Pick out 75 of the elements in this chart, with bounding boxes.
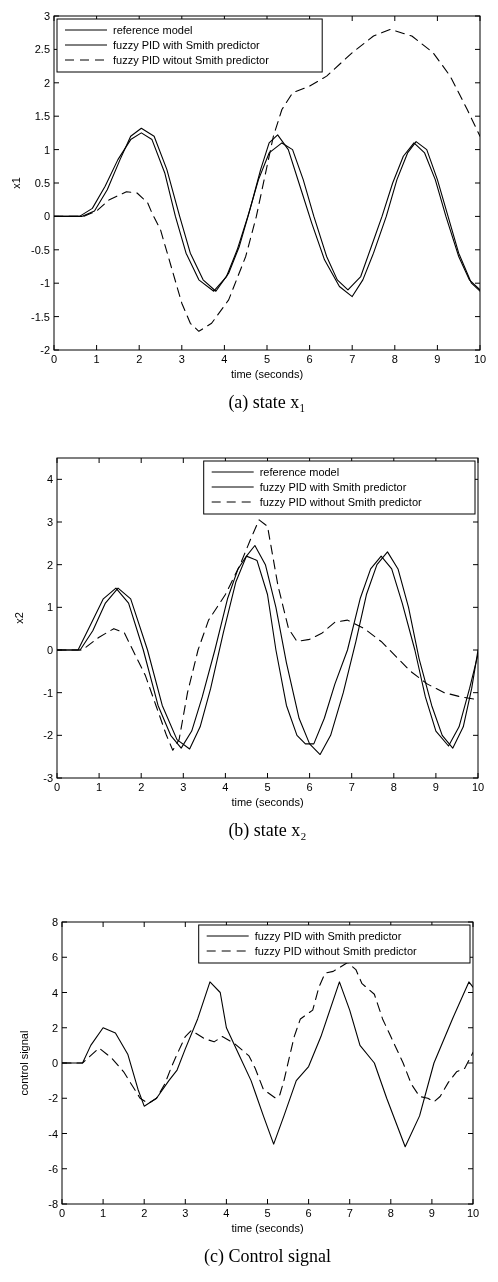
- x-tick-label: 4: [221, 353, 228, 365]
- x-tick-label: 3: [180, 781, 187, 793]
- y-tick-label: 0: [46, 644, 53, 656]
- x-tick-label: 5: [263, 353, 271, 365]
- y-tick-label: 4: [51, 986, 58, 999]
- legend-label: fuzzy PID without Smith predictor: [259, 496, 423, 508]
- x-tick-label: 6: [306, 781, 313, 793]
- x-tick-label: 1: [93, 353, 100, 365]
- x-tick-label: 9: [428, 1207, 435, 1219]
- y-tick-label: 3: [43, 10, 50, 22]
- x-tick-label: 10: [473, 353, 487, 365]
- y-tick-label: 0.5: [34, 177, 50, 189]
- legend-label: fuzzy PID with Smith predictor: [113, 39, 261, 51]
- x-tick-label: 9: [432, 781, 439, 793]
- y-tick-label: -2: [48, 1092, 58, 1105]
- y-tick-label: -1: [43, 686, 53, 699]
- x-tick-label: 1: [100, 1207, 107, 1219]
- y-tick-label: 4: [46, 473, 53, 486]
- x-tick-label: 8: [387, 1207, 394, 1219]
- y-tick-label: 2: [43, 76, 50, 89]
- x-tick-label: 5: [264, 1207, 271, 1219]
- x-tick-label: 1: [96, 781, 103, 793]
- x-axis-title: time (seconds): [231, 796, 304, 808]
- y-tick-label: -2: [43, 729, 53, 742]
- y-tick-label: -1: [40, 277, 50, 290]
- legend-label: reference model: [259, 466, 340, 478]
- x-tick-label: 7: [349, 353, 356, 365]
- y-tick-label: 1: [46, 601, 53, 614]
- x-axis-title: time (seconds): [230, 368, 304, 380]
- x-axis-title: time (seconds): [231, 1222, 304, 1234]
- x-tick-label: 9: [434, 353, 441, 365]
- y-tick-label: -1.5: [31, 310, 50, 323]
- x-tick-label: 6: [306, 353, 313, 365]
- x-tick-label: 7: [348, 781, 355, 793]
- y-tick-label: 0: [51, 1057, 58, 1069]
- x-tick-label: 4: [223, 1207, 230, 1219]
- x-tick-label: 3: [178, 353, 185, 365]
- text: (b) state x₂: [228, 820, 307, 841]
- x-tick-label: 8: [391, 353, 398, 365]
- legend-label: fuzzy PID with Smith predictor: [254, 930, 402, 942]
- y-tick-label: 2: [46, 558, 53, 571]
- y-tick-label: 6: [51, 951, 58, 964]
- y-tick-label: 8: [51, 916, 58, 928]
- legend-label: fuzzy PID witout Smith predictor: [113, 54, 270, 66]
- y-axis-title: x2: [13, 612, 25, 624]
- y-tick-label: -4: [48, 1127, 58, 1140]
- y-tick-label: -8: [48, 1198, 58, 1210]
- y-tick-label: 0: [43, 210, 50, 223]
- y-tick-label: -3: [43, 772, 53, 784]
- x-tick-label: 2: [141, 1207, 148, 1219]
- x-tick-label: 10: [466, 1207, 480, 1219]
- y-axis-title: x1: [10, 177, 22, 189]
- legend-label: fuzzy PID with Smith predictor: [259, 481, 407, 493]
- x-tick-label: 8: [390, 781, 397, 793]
- y-tick-label: 1.5: [34, 110, 50, 123]
- x-tick-label: 2: [136, 353, 143, 365]
- text: (a) state x₁: [228, 392, 306, 413]
- legend-label: fuzzy PID without Smith predictor: [254, 945, 418, 957]
- x-tick-label: 10: [471, 781, 485, 793]
- y-tick-label: 2: [51, 1021, 58, 1034]
- x-tick-label: 6: [305, 1207, 312, 1219]
- y-tick-label: 2.5: [34, 43, 50, 56]
- text: (c) Control signal: [204, 1246, 331, 1267]
- x-tick-label: 2: [138, 781, 145, 793]
- y-tick-label: 1: [43, 143, 50, 156]
- y-axis-title: control signal: [18, 1030, 30, 1096]
- x-tick-label: 4: [222, 781, 229, 793]
- x-tick-label: 5: [264, 781, 271, 793]
- y-tick-label: -6: [48, 1162, 58, 1175]
- legend-label: reference model: [113, 24, 193, 36]
- y-tick-label: 3: [46, 516, 53, 528]
- x-tick-label: 3: [182, 1207, 189, 1219]
- x-tick-label: 7: [346, 1207, 353, 1219]
- y-tick-label: -2: [40, 344, 50, 356]
- y-tick-label: -0.5: [31, 243, 50, 256]
